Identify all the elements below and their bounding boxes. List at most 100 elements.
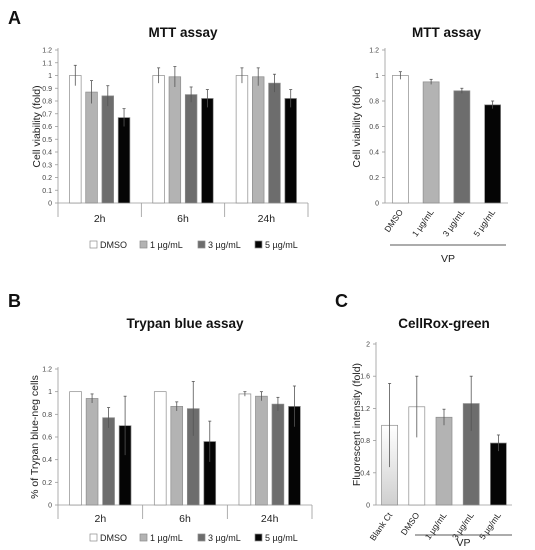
legend-label-3-g-ml: 3 µg/mL xyxy=(208,240,241,250)
bar-2h-5-g-ml xyxy=(117,117,131,204)
bar-6h-3-g-ml xyxy=(184,94,198,204)
legend-label-5-g-ml: 5 µg/mL xyxy=(265,533,298,543)
y-axis-label: Fluorescent intensity (fold) xyxy=(351,363,363,486)
legend-label-1-g-ml: 1 µg/mL xyxy=(150,240,183,250)
y-tick-label: 0.6 xyxy=(42,124,52,131)
y-tick-label: 1.1 xyxy=(42,60,52,67)
legend-swatch-dmso xyxy=(89,533,98,542)
chart-title: MTT assay xyxy=(148,25,218,40)
bar-5-g-ml xyxy=(484,104,501,204)
y-tick-label: 0.4 xyxy=(42,150,52,157)
bar-dmso xyxy=(392,75,409,204)
y-axis-label: % of Trypan blue-neg cells xyxy=(29,375,41,499)
y-tick-label: 0.5 xyxy=(42,137,52,144)
y-axis-label: Cell viability (fold) xyxy=(351,85,363,167)
y-tick-label: 0 xyxy=(375,201,379,208)
y-tick-label: 0.8 xyxy=(360,438,370,445)
bar-5-g-ml xyxy=(490,442,507,506)
x-category-label: 2h xyxy=(94,513,106,525)
y-tick-label: 1 xyxy=(48,389,52,396)
x-category-label: 6h xyxy=(179,513,191,525)
y-tick-label: 1.2 xyxy=(42,367,52,374)
bar-6h-dmso xyxy=(153,391,167,506)
legend-swatch-5-g-ml xyxy=(254,533,263,542)
legend-label-3-g-ml: 3 µg/mL xyxy=(208,533,241,543)
y-tick-label: 2 xyxy=(366,342,370,349)
x-category-label: 1 µg/mL xyxy=(410,207,436,238)
x-category-label: 5 µg/mL xyxy=(471,207,497,238)
x-category-label: 24h xyxy=(258,213,276,225)
bar-2h-1-g-ml xyxy=(85,398,99,506)
legend-swatch-3-g-ml xyxy=(197,533,206,542)
bar-24h-3-g-ml xyxy=(271,403,285,506)
legend-label-5-g-ml: 5 µg/mL xyxy=(265,240,298,250)
y-tick-label: 0.1 xyxy=(42,188,52,195)
x-category-label: 24h xyxy=(261,513,279,525)
bar-2h-dmso xyxy=(69,391,82,506)
legend-swatch-1-g-ml xyxy=(139,240,148,249)
bar-1-g-ml xyxy=(435,416,453,506)
y-tick-label: 1 xyxy=(48,73,52,80)
chart-mtt-timecourse: MTT assay Cell viability (fold) 0 0.1 0.2 0.3… xyxy=(31,25,309,225)
bar-2h-dmso xyxy=(69,75,82,204)
chart-title: Trypan blue assay xyxy=(126,316,244,331)
y-tick-label: 0.8 xyxy=(42,99,52,106)
group-label: VP xyxy=(456,537,470,549)
bar-24h-dmso xyxy=(235,75,249,204)
y-tick-label: 0.9 xyxy=(42,86,52,93)
bar-1-g-ml xyxy=(422,81,440,204)
bar-6h-5-g-ml xyxy=(201,98,214,204)
x-category-label: DMSO xyxy=(399,510,422,537)
y-tick-label: 0.2 xyxy=(369,175,379,182)
x-category-label: DMSO xyxy=(382,207,405,234)
bar-2h-3-g-ml xyxy=(101,95,114,204)
panel-letter-a: A xyxy=(8,8,21,28)
group-label: VP xyxy=(441,253,455,265)
chart-cellrox: CellRox-green Fluorescent intensity (fold… xyxy=(351,316,512,549)
y-tick-label: 0.6 xyxy=(42,435,52,442)
bar-24h-1-g-ml xyxy=(255,395,268,506)
y-tick-label: 0.3 xyxy=(42,162,52,169)
x-category-label: Blank Ct xyxy=(368,510,395,543)
legend-swatch-3-g-ml xyxy=(197,240,206,249)
legend-swatch-5-g-ml xyxy=(254,240,263,249)
bar-3-g-ml xyxy=(453,90,471,204)
chart-trypan: Trypan blue assay % of Trypan blue-neg ce… xyxy=(29,316,313,525)
x-category-label: 2h xyxy=(94,213,106,225)
y-tick-label: 1.6 xyxy=(360,374,370,381)
y-tick-label: 1 xyxy=(375,73,379,80)
y-tick-label: 0.2 xyxy=(42,175,52,182)
y-tick-label: 0.2 xyxy=(42,480,52,487)
legend-label-dmso: DMSO xyxy=(100,533,127,543)
chart-mtt-vp: MTT assay Cell viability (fold) 0 0.2 0.4 0.6… xyxy=(351,25,508,265)
y-tick-label: 0.4 xyxy=(360,470,370,477)
y-tick-label: 0 xyxy=(48,201,52,208)
y-tick-label: 0.8 xyxy=(42,412,52,419)
y-tick-label: 0.6 xyxy=(369,124,379,131)
legend-swatch-1-g-ml xyxy=(139,533,148,542)
bar-2h-3-g-ml xyxy=(102,417,115,506)
bar-24h-1-g-ml xyxy=(252,76,265,204)
y-tick-label: 0 xyxy=(48,503,52,510)
panel-letter-b: B xyxy=(8,291,21,311)
y-tick-label: 0 xyxy=(366,503,370,510)
y-tick-label: 0.4 xyxy=(42,457,52,464)
x-category-label: 3 µg/mL xyxy=(441,207,467,238)
y-axis-label: Cell viability (fold) xyxy=(31,85,43,167)
legend-label-1-g-ml: 1 µg/mL xyxy=(150,533,183,543)
y-tick-label: 1.2 xyxy=(369,48,379,55)
bar-24h-5-g-ml xyxy=(284,98,297,204)
y-tick-label: 0.7 xyxy=(42,111,52,118)
bar-6h-dmso xyxy=(152,75,165,204)
y-tick-label: 0.8 xyxy=(369,99,379,106)
bar-6h-1-g-ml xyxy=(168,76,182,204)
bar-24h-3-g-ml xyxy=(268,82,281,204)
x-category-label: 5 µg/mL xyxy=(477,510,503,541)
bar-24h-dmso xyxy=(238,393,252,506)
legend-swatch-dmso xyxy=(89,240,98,249)
legend-label-dmso: DMSO xyxy=(100,240,127,250)
chart-title: MTT assay xyxy=(412,25,482,40)
legend-b: DMSO 1 µg/mL 3 µg/mL 5 µg/mL xyxy=(89,533,298,543)
bar-2h-1-g-ml xyxy=(85,91,98,204)
